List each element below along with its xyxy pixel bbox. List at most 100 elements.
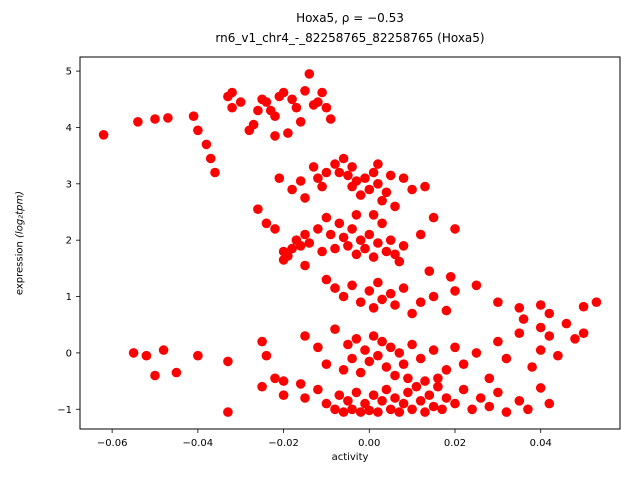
scatter-point	[364, 286, 375, 296]
scatter-point	[257, 381, 267, 392]
scatter-point	[364, 229, 375, 240]
scatter-point	[544, 331, 555, 341]
y-axis-label-math: (log₂tpm)	[14, 190, 26, 238]
scatter-point	[317, 246, 327, 257]
scatter-point	[313, 384, 323, 395]
scatter-point	[544, 308, 555, 319]
scatter-point	[535, 300, 546, 310]
scatter-point	[368, 331, 379, 341]
scatter-point	[287, 243, 297, 254]
scatter-point	[150, 370, 160, 381]
scatter-point	[377, 336, 387, 347]
scatter-point	[433, 373, 443, 384]
scatter-point	[300, 229, 310, 240]
scatter-point	[317, 181, 327, 192]
scatter-point	[527, 362, 537, 372]
scatter-point	[415, 297, 426, 308]
y-tick-label: 5	[66, 67, 72, 78]
scatter-point	[360, 243, 370, 254]
scatter-point	[433, 381, 443, 392]
scatter-point	[368, 167, 379, 178]
scatter-point	[235, 97, 246, 107]
scatter-point	[355, 190, 366, 200]
scatter-point	[523, 404, 533, 415]
scatter-point	[493, 387, 503, 398]
scatter-point	[394, 348, 405, 358]
scatter-point	[553, 350, 563, 361]
scatter-point	[210, 167, 220, 178]
scatter-point	[407, 184, 417, 195]
scatter-point	[334, 218, 345, 229]
scatter-point	[343, 170, 353, 181]
scatter-point	[407, 339, 417, 350]
scatter-point	[223, 356, 233, 367]
scatter-point	[368, 303, 379, 313]
scatter-point	[278, 376, 289, 386]
scatter-point	[368, 210, 379, 220]
scatter-point	[415, 229, 426, 240]
scatter-point	[493, 336, 503, 347]
x-tick-label: 0.02	[444, 438, 466, 449]
scatter-point	[578, 301, 589, 312]
y-tick-label: 2	[66, 236, 72, 247]
scatter-point	[351, 176, 362, 186]
scatter-point	[420, 376, 430, 386]
scatter-point	[313, 173, 323, 183]
scatter-point	[441, 393, 452, 403]
scatter-point	[403, 373, 413, 384]
scatter-point	[313, 342, 323, 353]
x-tick-label: 0.00	[358, 438, 380, 449]
scatter-point	[381, 384, 392, 395]
scatter-point	[338, 153, 349, 164]
scatter-point	[227, 102, 237, 113]
scatter-point	[295, 379, 306, 389]
scatter-point	[415, 396, 426, 406]
y-tick-label: 3	[66, 179, 72, 190]
scatter-point	[355, 407, 366, 417]
scatter-point	[373, 407, 383, 417]
scatter-point	[270, 111, 280, 121]
scatter-point	[291, 102, 302, 113]
scatter-point	[373, 159, 383, 169]
scatter-point	[193, 125, 203, 136]
scatter-point	[368, 252, 379, 262]
y-tick-label: 0	[66, 348, 72, 359]
scatter-point	[458, 359, 469, 370]
scatter-point	[398, 173, 409, 183]
scatter-point	[343, 396, 353, 406]
scatter-point	[227, 87, 237, 98]
axes-box	[79, 56, 621, 430]
scatter-point	[317, 87, 327, 98]
scatter-point	[445, 272, 456, 282]
scatter-point	[300, 86, 310, 96]
scatter-point	[261, 218, 272, 229]
x-tick-label: −0.04	[183, 438, 214, 449]
scatter-point	[403, 387, 413, 398]
scatter-point	[321, 398, 332, 409]
scatter-point	[321, 359, 332, 370]
scatter-point	[407, 404, 417, 415]
scatter-point	[270, 373, 280, 384]
scatter-point	[591, 297, 602, 308]
scatter-point	[411, 381, 422, 392]
scatter-point	[561, 318, 572, 329]
scatter-point	[287, 184, 297, 195]
scatter-point	[343, 241, 353, 251]
scatter-point	[300, 260, 310, 271]
scatter-point	[475, 393, 486, 403]
scatter-point	[441, 365, 452, 375]
scatter-point	[295, 176, 306, 186]
scatter-point	[351, 210, 362, 220]
scatter-point	[450, 224, 460, 234]
scatter-point	[394, 407, 405, 417]
scatter-point	[428, 212, 439, 223]
scatter-point	[253, 204, 263, 214]
scatter-point	[373, 277, 383, 288]
scatter-point	[368, 390, 379, 401]
scatter-point	[450, 286, 460, 296]
scatter-point	[535, 345, 546, 355]
scatter-point	[330, 283, 340, 293]
scatter-point	[385, 342, 396, 353]
scatter-point	[385, 170, 396, 181]
